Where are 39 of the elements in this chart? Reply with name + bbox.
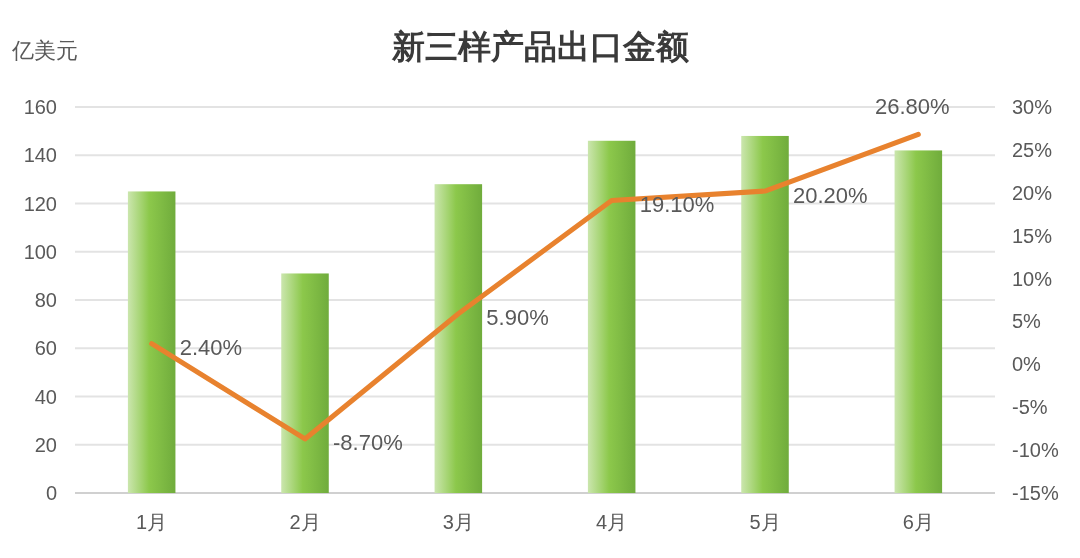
data-label: 20.20%	[793, 182, 868, 208]
x-tick-label: 3月	[442, 511, 474, 533]
data-label: 2.40%	[179, 335, 243, 361]
y-tick-label: 40	[34, 385, 57, 408]
x-tick-label: 4月	[596, 511, 628, 533]
y2-tick-label: 30%	[1012, 96, 1053, 118]
y2-tick-label: 20%	[1012, 181, 1053, 204]
y2-tick-label: 5%	[1012, 310, 1042, 333]
bar	[434, 184, 483, 493]
bar	[894, 150, 943, 493]
bar	[587, 140, 636, 493]
y-tick-label: 120	[23, 192, 57, 215]
x-tick-label: 6月	[902, 511, 934, 533]
chart-title: 新三样产品出口金额	[390, 29, 689, 65]
y-tick-label: 80	[34, 289, 57, 311]
y-tick-label: 160	[23, 96, 57, 118]
y-axis-title: 亿美元	[11, 38, 78, 63]
x-tick-label: 5月	[749, 511, 781, 533]
data-label: -8.70%	[333, 430, 403, 456]
y2-tick-label: -5%	[1012, 396, 1048, 419]
bar	[127, 191, 176, 493]
data-label: 5.90%	[486, 305, 549, 331]
y-tick-label: 20	[34, 433, 57, 456]
x-tick-label: 1月	[136, 511, 168, 533]
y2-tick-label: -10%	[1012, 439, 1059, 462]
y2-tick-label: -15%	[1012, 482, 1059, 504]
y-tick-label: 0	[45, 482, 57, 504]
y-tick-label: 60	[34, 337, 57, 360]
y2-tick-label: 10%	[1012, 267, 1053, 290]
data-label: 19.10%	[639, 192, 715, 217]
y2-tick-label: 0%	[1012, 353, 1042, 376]
y2-tick-label: 25%	[1012, 138, 1053, 161]
x-tick-label: 2月	[289, 511, 321, 533]
bar	[281, 273, 329, 493]
y-tick-label: 100	[23, 240, 57, 263]
data-label: 26.80%	[875, 94, 950, 120]
y2-tick-label: 15%	[1012, 224, 1053, 247]
y-tick-label: 140	[23, 144, 57, 167]
bar	[741, 135, 789, 493]
